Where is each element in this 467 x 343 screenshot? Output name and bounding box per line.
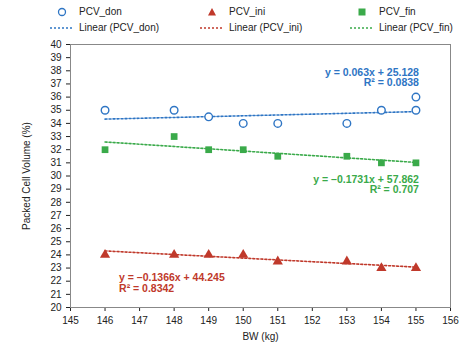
svg-text:35: 35 — [50, 104, 62, 115]
svg-text:146: 146 — [97, 315, 114, 326]
svg-text:150: 150 — [235, 315, 252, 326]
svg-text:23: 23 — [50, 262, 62, 273]
svg-text:33: 33 — [50, 131, 62, 142]
svg-text:Packed Cell Volume (%): Packed Cell Volume (%) — [21, 122, 32, 230]
svg-text:151: 151 — [269, 315, 286, 326]
svg-text:25: 25 — [50, 236, 62, 247]
svg-text:39: 39 — [50, 52, 62, 63]
svg-text:145: 145 — [62, 315, 79, 326]
svg-text:156: 156 — [442, 315, 459, 326]
svg-text:32: 32 — [50, 144, 62, 155]
svg-text:148: 148 — [166, 315, 183, 326]
svg-text:34: 34 — [50, 118, 62, 129]
svg-text:147: 147 — [131, 315, 148, 326]
svg-text:29: 29 — [50, 183, 62, 194]
svg-text:21: 21 — [50, 289, 62, 300]
svg-text:40: 40 — [50, 39, 62, 50]
html-text:PCV_ini: PCV_ini — [229, 6, 266, 17]
svg-text:30: 30 — [50, 170, 62, 181]
html-text:PCV_fin: PCV_fin — [379, 6, 416, 17]
svg-text:38: 38 — [50, 65, 62, 76]
svg-text:y = –0.1731x + 57.862R² = 0.70: y = –0.1731x + 57.862R² = 0.707 — [313, 173, 419, 196]
svg-text:22: 22 — [50, 275, 62, 286]
svg-text:37: 37 — [50, 78, 62, 89]
html-text:PCV_don: PCV_don — [79, 6, 122, 17]
svg-text:y = –0.1366x + 44.245R² = 0.83: y = –0.1366x + 44.245R² = 0.8342 — [119, 271, 225, 294]
svg-text:26: 26 — [50, 223, 62, 234]
svg-text:24: 24 — [50, 249, 62, 260]
svg-text:155: 155 — [408, 315, 425, 326]
svg-text:31: 31 — [50, 157, 62, 168]
svg-text:154: 154 — [373, 315, 390, 326]
svg-text:28: 28 — [50, 197, 62, 208]
html-text:Linear (PCV_ini): Linear (PCV_ini) — [229, 22, 303, 33]
svg-text:27: 27 — [50, 210, 62, 221]
svg-text:36: 36 — [50, 91, 62, 102]
svg-text:152: 152 — [304, 315, 321, 326]
svg-text:153: 153 — [339, 315, 356, 326]
svg-text:y = 0.063x + 25.128R² = 0.0838: y = 0.063x + 25.128R² = 0.0838 — [325, 66, 419, 89]
svg-text:149: 149 — [200, 315, 217, 326]
svg-text:BW (kg): BW (kg) — [242, 331, 278, 342]
svg-text:20: 20 — [50, 302, 62, 313]
html-text:Linear (PCV_don): Linear (PCV_don) — [79, 22, 159, 33]
html-text:Linear (PCV_fin): Linear (PCV_fin) — [379, 22, 453, 33]
